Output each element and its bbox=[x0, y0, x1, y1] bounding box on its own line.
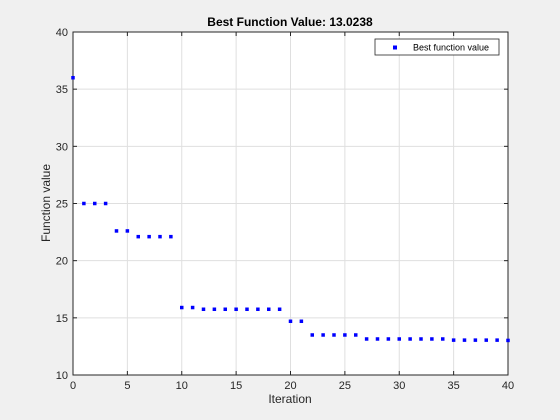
data-point bbox=[71, 75, 75, 80]
y-tick-label: 10 bbox=[56, 370, 68, 382]
data-point bbox=[408, 337, 412, 341]
data-point bbox=[125, 229, 130, 233]
data-point bbox=[245, 307, 249, 312]
data-point bbox=[114, 229, 119, 233]
data-point bbox=[310, 333, 314, 337]
legend-label: Best function value bbox=[413, 43, 489, 53]
x-axis-label: Iteration bbox=[268, 392, 311, 406]
data-point bbox=[343, 333, 347, 337]
data-point bbox=[430, 337, 434, 341]
data-point bbox=[473, 338, 478, 342]
x-tick-label: 0 bbox=[70, 380, 76, 392]
data-point bbox=[451, 338, 456, 342]
data-point bbox=[256, 307, 260, 312]
data-point bbox=[441, 337, 445, 341]
data-point bbox=[495, 338, 499, 342]
data-point bbox=[136, 234, 140, 239]
data-point bbox=[321, 333, 325, 337]
data-point bbox=[364, 337, 369, 341]
data-point bbox=[462, 338, 467, 342]
x-tick-label: 25 bbox=[339, 380, 351, 392]
data-point bbox=[506, 338, 510, 343]
legend: Best function value bbox=[374, 38, 500, 56]
data-point bbox=[234, 307, 238, 312]
data-point bbox=[277, 307, 282, 312]
legend-marker bbox=[393, 45, 397, 50]
chart-title: Best Function Value: 13.0238 bbox=[207, 15, 373, 29]
data-point bbox=[201, 307, 206, 312]
legend-box bbox=[374, 38, 500, 56]
x-tick-label: 20 bbox=[284, 380, 296, 392]
x-tick-label: 5 bbox=[124, 380, 130, 392]
x-tick-label: 40 bbox=[502, 380, 514, 392]
x-tick-label: 15 bbox=[230, 380, 242, 392]
data-point bbox=[332, 333, 336, 337]
x-tick-label: 30 bbox=[393, 380, 405, 392]
data-point bbox=[375, 337, 380, 341]
y-tick-label: 20 bbox=[56, 256, 68, 268]
data-point bbox=[223, 307, 227, 312]
data-point bbox=[158, 234, 162, 239]
data-point bbox=[93, 201, 97, 206]
y-tick-label: 25 bbox=[56, 199, 68, 211]
data-point bbox=[419, 337, 423, 341]
data-point bbox=[397, 337, 401, 341]
data-point bbox=[169, 234, 173, 239]
data-point bbox=[484, 338, 488, 342]
x-tick-label: 10 bbox=[176, 380, 188, 392]
axis-ticks: 0 5 10 15 20 25 30 35 40 10 15 20 25 30 35 40 bbox=[56, 27, 514, 392]
y-axis-label: Function value bbox=[39, 164, 53, 242]
data-point bbox=[212, 307, 217, 312]
data-point bbox=[180, 305, 184, 310]
data-point bbox=[147, 234, 151, 239]
x-tick-label: 35 bbox=[448, 380, 460, 392]
data-point bbox=[354, 333, 358, 337]
y-tick-label: 15 bbox=[56, 313, 68, 325]
y-tick-label: 30 bbox=[56, 141, 68, 153]
data-point bbox=[267, 307, 271, 312]
data-point bbox=[82, 201, 86, 206]
series-markers bbox=[71, 75, 510, 343]
y-tick-label: 35 bbox=[56, 84, 68, 96]
data-point bbox=[288, 319, 293, 324]
data-point bbox=[190, 305, 195, 310]
data-point bbox=[299, 319, 304, 324]
data-point bbox=[103, 201, 108, 206]
data-point bbox=[386, 337, 391, 341]
y-tick-label: 40 bbox=[56, 27, 68, 39]
